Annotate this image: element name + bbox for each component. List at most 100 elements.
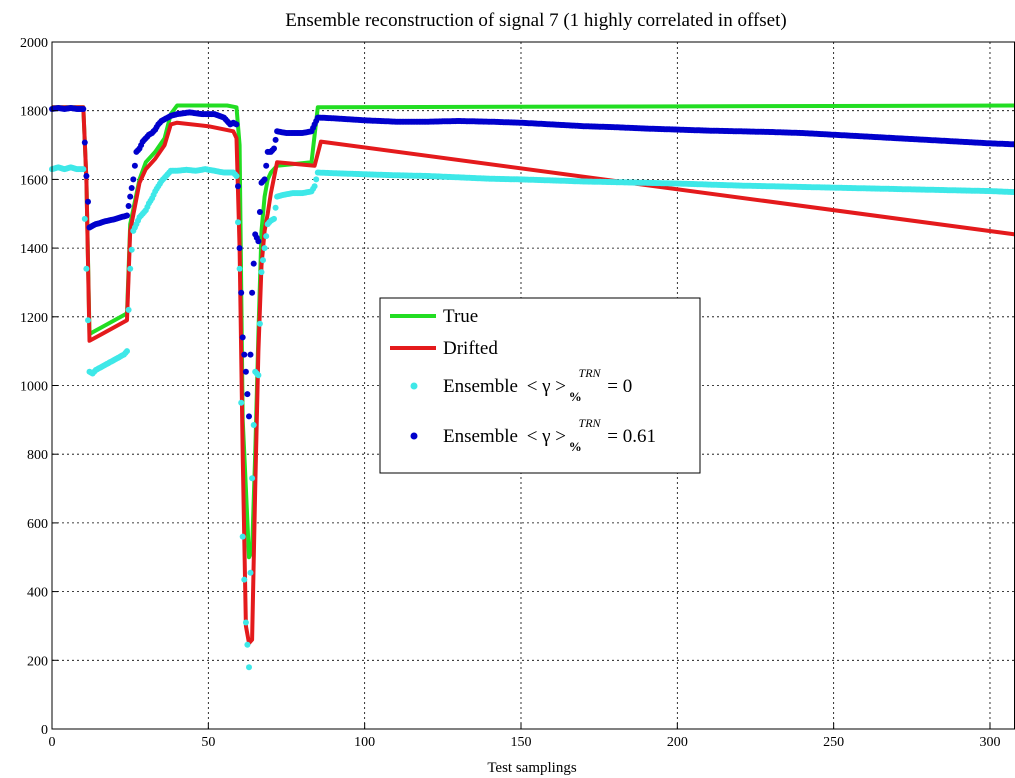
data-point — [235, 183, 241, 190]
data-point — [250, 260, 257, 267]
y-tick-label: 1600 — [20, 173, 48, 188]
data-point — [241, 576, 248, 583]
y-tick-label: 2000 — [20, 36, 48, 51]
data-point — [271, 215, 277, 222]
x-tick-label: 50 — [201, 735, 215, 750]
legend-entry-ensemble-061: Ensemble < γ > % TRN = 0.61 — [410, 416, 656, 454]
data-point — [80, 166, 87, 173]
x-tick-label: 250 — [823, 735, 844, 750]
series-ensemble-trn-0-61 — [49, 105, 1015, 420]
data-point — [233, 121, 240, 128]
data-point — [249, 475, 256, 482]
legend-entry-ensemble-0: Ensemble < γ > % TRN = 0 — [410, 361, 632, 406]
data-point — [311, 183, 318, 190]
data-point — [80, 106, 87, 112]
data-point — [125, 203, 132, 209]
y-tick-label: 200 — [27, 654, 48, 669]
legend-value: = 0 — [607, 376, 632, 397]
legend-prefix: Ensemble — [443, 426, 518, 447]
data-point — [247, 569, 254, 576]
y-tick-label: 1200 — [20, 311, 48, 326]
data-point — [244, 391, 251, 398]
series-line — [52, 103, 1015, 560]
legend-marker-ensemble-061 — [410, 432, 418, 440]
legend-label-ensemble-0: Ensemble < γ > % TRN = 0 — [443, 361, 632, 406]
legend-subscript: % — [569, 439, 582, 454]
data-point — [128, 185, 135, 191]
data-point — [250, 422, 257, 428]
data-point — [124, 212, 130, 219]
y-tick-label: 1800 — [20, 105, 48, 120]
series-drifted — [52, 105, 1015, 646]
legend-entry-true: True — [390, 306, 478, 327]
series-true — [52, 103, 1015, 560]
data-point — [124, 348, 130, 355]
data-point — [239, 533, 246, 540]
data-point — [242, 368, 249, 375]
data-point — [85, 198, 91, 205]
y-tick-label: 1000 — [20, 380, 48, 395]
legend-math: < γ > — [527, 376, 566, 397]
data-point — [246, 413, 252, 420]
chart-title: Ensemble reconstruction of signal 7 (1 h… — [285, 10, 786, 31]
data-point — [256, 320, 263, 327]
y-tick-label: 0 — [41, 723, 48, 738]
data-point — [235, 219, 241, 226]
legend-superscript: TRN — [579, 416, 602, 430]
legend-subscript: % — [569, 389, 582, 404]
data-point — [263, 233, 270, 240]
y-tick-label: 800 — [27, 448, 48, 463]
data-point — [249, 289, 256, 296]
x-tick-label: 100 — [354, 735, 375, 750]
data-point — [83, 173, 90, 179]
data-point — [238, 289, 245, 296]
legend-superscript: TRN — [579, 366, 602, 380]
series-ensemble-trn-0 — [49, 164, 1015, 671]
x-tick-label: 300 — [979, 735, 1000, 750]
data-point — [246, 664, 252, 671]
data-point — [130, 176, 137, 183]
data-point — [260, 257, 266, 264]
data-point — [239, 334, 246, 341]
plot-series — [49, 103, 1015, 671]
data-point — [81, 215, 88, 222]
legend-math: < γ > — [527, 426, 566, 447]
data-point — [238, 399, 245, 406]
data-point — [83, 265, 90, 272]
legend-label-drifted: Drifted — [443, 338, 498, 359]
data-point — [261, 245, 268, 252]
x-tick-label: 150 — [510, 735, 531, 750]
y-tick-label: 400 — [27, 586, 48, 601]
data-point — [247, 351, 254, 358]
data-point — [241, 351, 248, 358]
axis-ticks: 0 50 100 150 200 250 300 0 200 400 600 800 1000 1200 1… — [20, 36, 1000, 750]
data-point — [263, 162, 270, 169]
data-point — [256, 209, 263, 215]
legend-label-true: True — [443, 306, 478, 327]
data-point — [81, 139, 88, 146]
series-line — [52, 105, 1015, 646]
data-point — [271, 145, 277, 152]
data-point — [236, 245, 243, 252]
legend-entry-drifted: Drifted — [390, 338, 498, 359]
legend-prefix: Ensemble — [443, 376, 518, 397]
data-point — [128, 246, 135, 253]
y-tick-label: 600 — [27, 517, 48, 532]
data-point — [258, 269, 265, 276]
data-point — [236, 265, 243, 272]
legend-marker-ensemble-0 — [410, 382, 418, 390]
data-point — [125, 306, 132, 313]
data-point — [272, 136, 279, 143]
x-tick-label: 0 — [49, 735, 56, 750]
data-point — [233, 173, 240, 179]
data-point — [244, 641, 251, 648]
legend-value: = 0.61 — [607, 426, 656, 447]
data-point — [261, 176, 268, 183]
data-point — [127, 265, 134, 272]
x-axis-label: Test samplings — [487, 760, 577, 776]
y-tick-label: 1400 — [20, 242, 48, 257]
data-point — [255, 372, 262, 379]
data-point — [242, 619, 249, 626]
data-point — [272, 204, 279, 211]
